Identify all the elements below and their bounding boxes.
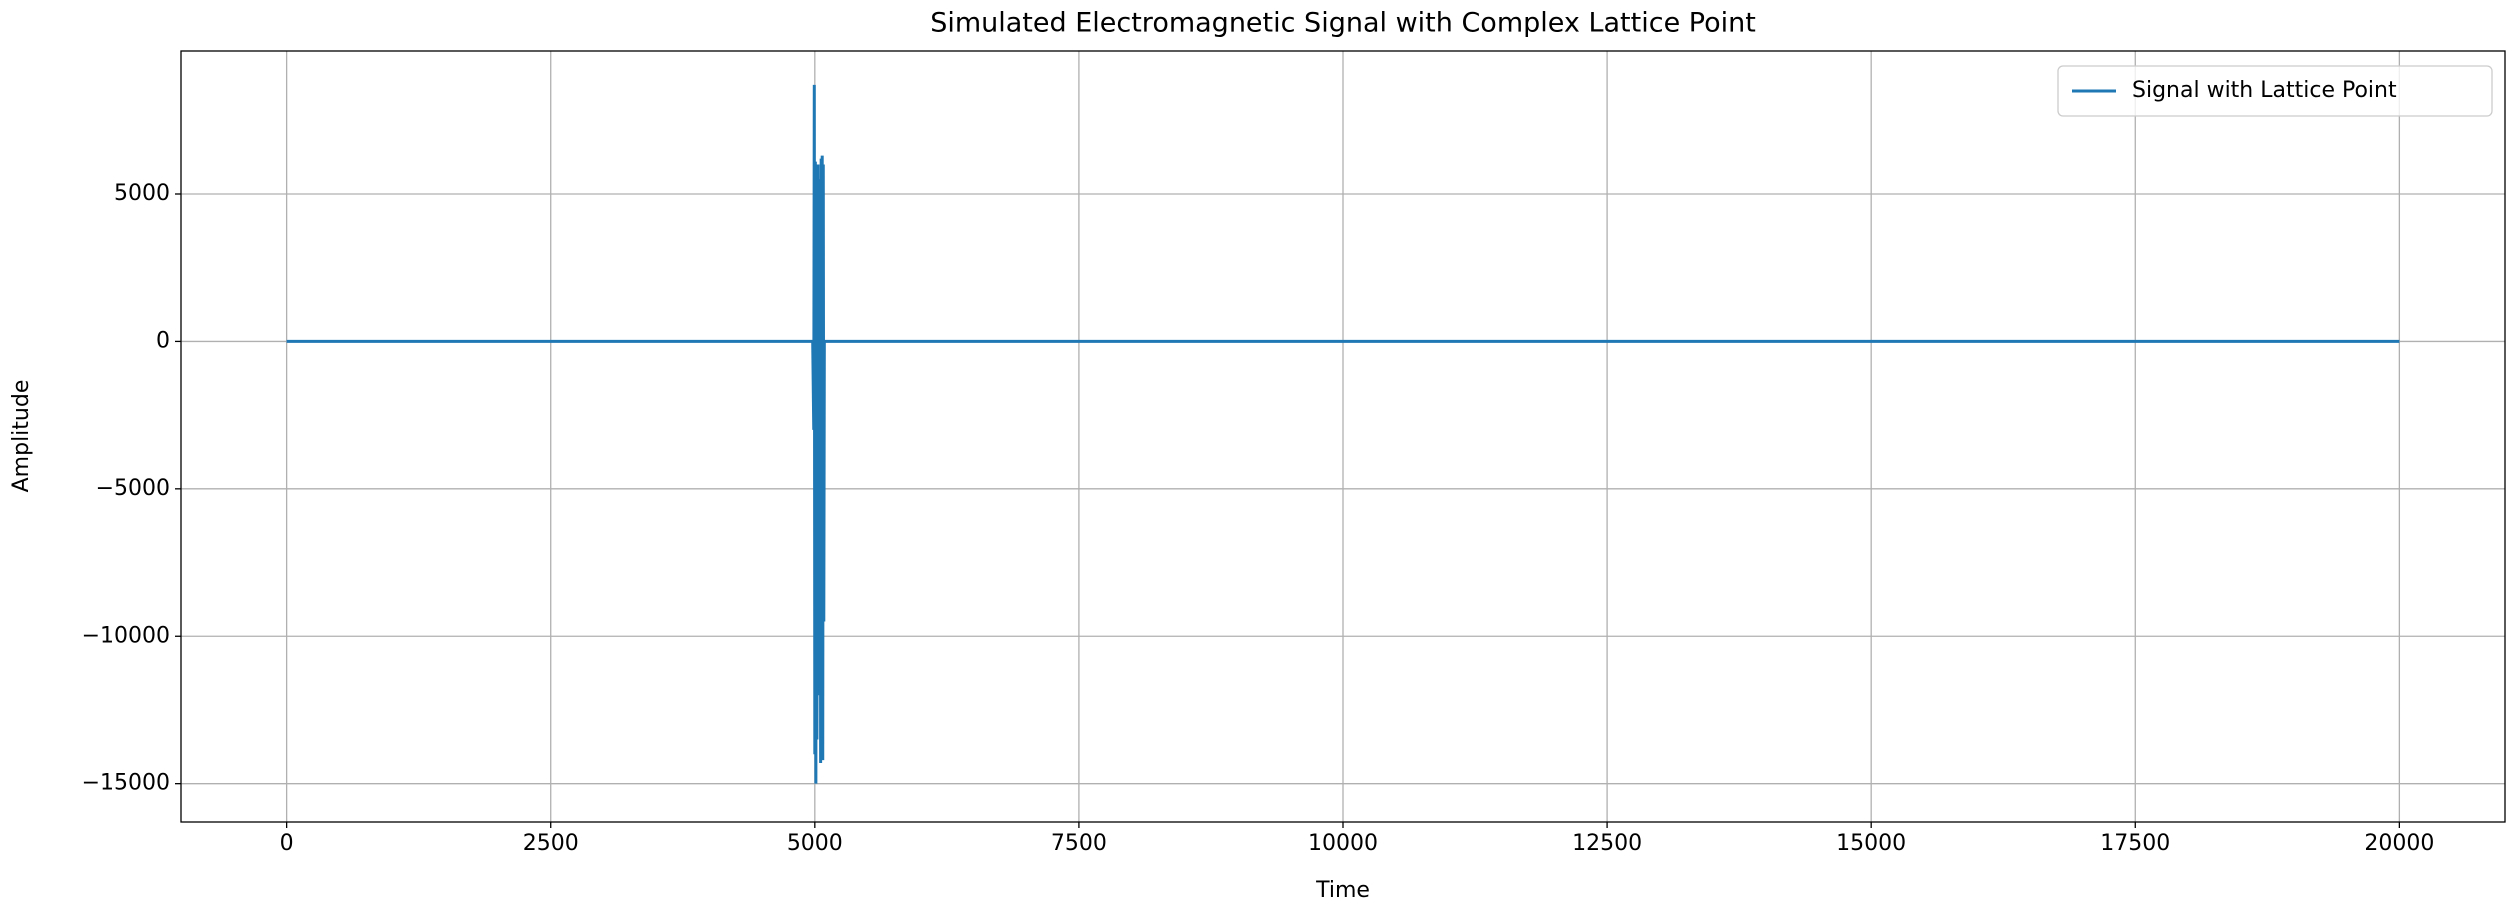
x-tick-label: 7500 bbox=[1051, 831, 1107, 856]
x-tick-label: 15000 bbox=[1836, 831, 1906, 856]
y-tick-label: −15000 bbox=[82, 771, 170, 796]
chart-title: Simulated Electromagnetic Signal with Co… bbox=[930, 8, 1756, 39]
x-tick-label: 0 bbox=[280, 831, 294, 856]
plot-frame bbox=[180, 50, 2506, 823]
x-tick-label: 17500 bbox=[2100, 831, 2170, 856]
y-tick-label: 0 bbox=[156, 328, 170, 353]
x-tick-label: 20000 bbox=[2364, 831, 2434, 856]
y-tick-label: −5000 bbox=[96, 476, 170, 501]
y-tick-label: −10000 bbox=[82, 623, 170, 648]
y-axis-label: Amplitude bbox=[9, 380, 34, 493]
x-tick-label: 2500 bbox=[523, 831, 579, 856]
x-tick-label: 10000 bbox=[1308, 831, 1378, 856]
x-tick-label: 12500 bbox=[1572, 831, 1642, 856]
y-tick-label: 5000 bbox=[114, 181, 170, 206]
x-axis-label: Time bbox=[1315, 878, 1370, 903]
legend-box bbox=[2057, 65, 2493, 117]
x-tick-label: 5000 bbox=[787, 831, 843, 856]
legend-label: Signal with Lattice Point bbox=[2132, 78, 2397, 103]
